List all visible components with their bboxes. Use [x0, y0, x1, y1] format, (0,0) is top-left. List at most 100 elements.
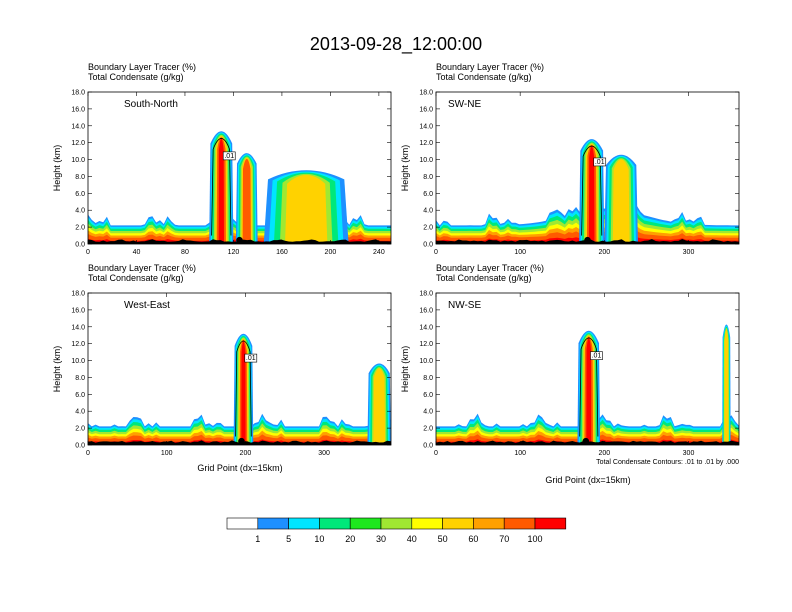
surface-point-marker [582, 437, 590, 445]
x-axis-label-left: Grid Point (dx=15km) [197, 463, 282, 473]
contour-label-box [222, 151, 236, 161]
plume-1-shell-4 [373, 368, 386, 445]
terrain [88, 239, 391, 244]
y-tick-label: 2.0 [423, 426, 433, 433]
plot-frame [87, 91, 392, 245]
y-tick-label: 2.0 [75, 225, 85, 232]
x-tick-label: 100 [514, 450, 526, 457]
panel-header-tracer: Boundary Layer Tracer (%) [436, 62, 544, 72]
colorbar-swatch-8 [473, 517, 505, 530]
y-tick-label: 4.0 [423, 409, 433, 416]
y-tick-label: 10.0 [71, 157, 85, 164]
contour-label-box [593, 157, 607, 167]
panel-name: NW-SE [448, 300, 481, 311]
plume-0-shell-6 [586, 338, 592, 445]
y-tick-label: 4.0 [75, 409, 85, 416]
y-tick-label: 14.0 [419, 123, 433, 130]
y-axis-label: Height (km) [400, 346, 410, 393]
x-tick-label: 200 [598, 249, 610, 256]
y-tick-label: 16.0 [71, 307, 85, 314]
y-tick-label: 10.0 [419, 358, 433, 365]
x-tick-label: 0 [434, 249, 438, 256]
y-tick-label: 6.0 [423, 392, 433, 399]
y-tick-label: 0.0 [75, 242, 85, 249]
y-tick-label: 4.0 [75, 208, 85, 215]
y-tick-label: 0.0 [423, 242, 433, 249]
panel-header-condensate: Total Condensate (g/kg) [88, 72, 184, 82]
y-tick-label: 4.0 [423, 208, 433, 215]
x-tick-label: 160 [276, 249, 288, 256]
y-tick-label: 2.0 [75, 426, 85, 433]
y-tick-label: 10.0 [419, 157, 433, 164]
figure-title: 2013-09-28_12:00:00 [310, 34, 482, 55]
colorbar: 1 5 10 20 30 40 50 60 70 100 [226, 517, 567, 544]
colorbar-label-6: 50 [438, 534, 448, 544]
panels-group: Boundary Layer Tracer (%)Total Condensat… [52, 62, 740, 485]
condensate-contour [581, 145, 603, 236]
surface-point-marker [238, 437, 245, 445]
panel-header-condensate: Total Condensate (g/kg) [436, 273, 532, 283]
panel-sw-ne: Boundary Layer Tracer (%)Total Condensat… [400, 62, 740, 256]
panel-west-east: Boundary Layer Tracer (%)Total Condensat… [52, 263, 392, 457]
y-tick-label: 14.0 [71, 123, 85, 130]
y-tick-label: 8.0 [75, 375, 85, 382]
x-tick-label: 0 [86, 450, 90, 457]
plume-1-shell-5 [242, 158, 251, 244]
plume-0-shell-6 [241, 341, 246, 445]
plot-frame [435, 292, 740, 446]
y-tick-label: 6.0 [423, 191, 433, 198]
x-tick-label: 200 [598, 450, 610, 457]
colorbar-label-4: 30 [376, 534, 386, 544]
x-tick-label: 100 [514, 249, 526, 256]
y-tick-label: 0.0 [423, 443, 433, 450]
y-tick-label: 18.0 [71, 291, 85, 298]
contour-label: .01 [592, 353, 602, 360]
colorbar-label-7: 60 [468, 534, 478, 544]
y-tick-label: 10.0 [71, 358, 85, 365]
contour-note: Total Condensate Contours: .01 to .01 by… [596, 459, 739, 466]
plume-0-shell-6 [218, 138, 224, 244]
y-axis-label: Height (km) [52, 346, 62, 393]
x-tick-label: 240 [373, 249, 385, 256]
y-tick-label: 12.0 [419, 341, 433, 348]
panel-field [88, 333, 391, 445]
colorbar-swatch-9 [503, 517, 536, 530]
panel-field [88, 131, 391, 244]
y-tick-label: 8.0 [423, 375, 433, 382]
panel-field [436, 324, 739, 445]
y-tick-label: 16.0 [419, 106, 433, 113]
x-tick-label: 40 [133, 249, 141, 256]
x-tick-label: 120 [228, 249, 240, 256]
colorbar-label-2: 10 [314, 534, 324, 544]
contour-label: .01 [224, 153, 234, 160]
x-tick-label: 300 [683, 450, 695, 457]
condensate-contour [235, 340, 252, 437]
panel-header-tracer: Boundary Layer Tracer (%) [88, 263, 196, 273]
y-tick-label: 12.0 [71, 140, 85, 147]
y-axis-label: Height (km) [52, 145, 62, 192]
y-tick-label: 2.0 [423, 225, 433, 232]
colorbar-swatch-4 [349, 517, 382, 530]
plume-2-shell-4 [285, 175, 328, 244]
plume-0-shell-6 [588, 146, 595, 244]
colorbar-label-3: 20 [345, 534, 355, 544]
y-tick-label: 18.0 [419, 90, 433, 97]
panel-field [436, 139, 739, 244]
y-axis-label: Height (km) [400, 145, 410, 192]
condensate-contour [579, 337, 599, 437]
colorbar-swatch-7 [442, 517, 474, 530]
panel-name: South-North [124, 99, 178, 110]
colorbar-label-9: 100 [527, 534, 542, 544]
contour-label: .01 [246, 355, 256, 362]
colorbar-swatch-0 [226, 517, 259, 530]
x-tick-label: 100 [161, 450, 173, 457]
panel-name: SW-NE [448, 99, 481, 110]
surface-point-marker [584, 236, 591, 244]
x-tick-label: 0 [86, 249, 90, 256]
x-tick-label: 80 [181, 249, 189, 256]
panel-header-condensate: Total Condensate (g/kg) [436, 72, 532, 82]
y-tick-label: 12.0 [71, 341, 85, 348]
y-tick-label: 16.0 [419, 307, 433, 314]
y-tick-label: 8.0 [75, 174, 85, 181]
